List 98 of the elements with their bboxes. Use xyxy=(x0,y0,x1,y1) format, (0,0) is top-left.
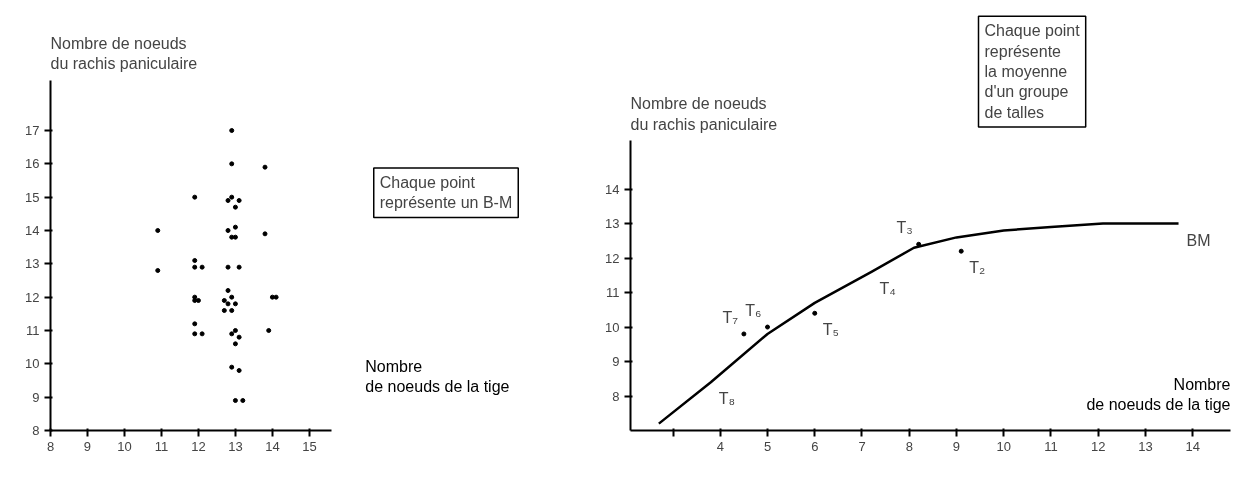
point xyxy=(225,228,231,233)
annotation: T₃ xyxy=(896,219,913,237)
point xyxy=(266,328,272,333)
point xyxy=(229,308,235,313)
point xyxy=(192,258,198,263)
point xyxy=(916,241,922,247)
x-tick-label: 7 xyxy=(858,438,866,454)
point xyxy=(192,264,198,270)
x-tick-label: 14 xyxy=(265,438,280,454)
x-tick-label: 14 xyxy=(1185,438,1200,454)
point xyxy=(225,301,231,307)
annotation: T₇ xyxy=(722,308,738,326)
point xyxy=(269,294,275,300)
annotation: T₆ xyxy=(745,302,762,320)
point xyxy=(741,331,747,337)
y-tick-label: 14 xyxy=(25,223,40,238)
point xyxy=(958,248,964,254)
text: Chaque point représente la moyenne d'un groupe de talles xyxy=(984,22,1081,121)
annotation: T₅ xyxy=(822,321,839,339)
point xyxy=(199,331,205,337)
point xyxy=(221,308,227,313)
point xyxy=(262,231,268,237)
x-tick-label: 4 xyxy=(716,438,724,454)
y-axis-title: Nombre de noeuds du rachis paniculaire xyxy=(630,95,778,133)
point xyxy=(236,198,242,203)
point xyxy=(199,264,205,270)
point xyxy=(232,234,238,240)
annotation: T₄ xyxy=(879,279,896,297)
point xyxy=(225,288,231,293)
x-tick-label: 13 xyxy=(228,438,243,454)
point xyxy=(155,268,161,273)
y-tick-label: 12 xyxy=(605,250,620,266)
point xyxy=(192,331,198,337)
x-axis-title: Nombre de noeuds de la tige xyxy=(1086,375,1231,414)
point xyxy=(229,331,235,337)
point xyxy=(221,298,227,303)
x-tick-label: 9 xyxy=(952,438,961,454)
y-axis-title: Nombre de noeuds du rachis paniculaire xyxy=(50,35,198,73)
x-tick-label: 13 xyxy=(1138,438,1153,454)
point xyxy=(765,324,771,330)
x-tick-label: 9 xyxy=(83,438,92,454)
y-tick-label: 11 xyxy=(26,323,40,338)
point xyxy=(192,194,198,200)
point xyxy=(229,294,235,300)
point xyxy=(240,398,246,403)
x-tick-label: 11 xyxy=(1044,438,1058,454)
x-tick-label: 12 xyxy=(1090,438,1106,454)
point xyxy=(192,321,198,327)
x-tick-label: 6 xyxy=(811,438,819,454)
point xyxy=(232,341,238,347)
point xyxy=(232,204,238,210)
y-tick-label: 10 xyxy=(605,319,620,335)
point xyxy=(232,328,238,333)
y-tick-label: 8 xyxy=(32,423,40,438)
y-tick-label: 14 xyxy=(605,181,620,197)
point xyxy=(229,364,235,370)
point xyxy=(155,228,161,233)
point xyxy=(229,128,235,133)
y-tick-label: 17 xyxy=(25,123,40,138)
x-tick-label: 10 xyxy=(117,438,132,454)
y-tick-label: 13 xyxy=(25,256,40,272)
annotation: BM xyxy=(1186,231,1211,249)
x-tick-label: 12 xyxy=(191,438,206,454)
annotation: T₂ xyxy=(969,259,986,277)
x-axis-title: Nombre de noeuds de la tige xyxy=(365,358,510,396)
point xyxy=(229,161,235,167)
point xyxy=(273,294,279,300)
x-tick-label: 5 xyxy=(763,438,772,454)
point xyxy=(236,264,242,270)
x-tick-label: 10 xyxy=(996,438,1011,454)
point xyxy=(236,334,242,340)
y-tick-label: 8 xyxy=(612,388,620,404)
point xyxy=(229,234,235,240)
x-tick-label: 8 xyxy=(905,438,913,454)
y-tick-label: 9 xyxy=(612,354,620,370)
point xyxy=(225,198,231,203)
point xyxy=(236,368,242,373)
x-tick-label: 11 xyxy=(154,438,169,454)
point xyxy=(192,298,198,303)
point xyxy=(232,224,238,230)
y-tick-label: 10 xyxy=(25,356,40,372)
x-tick-label: 8 xyxy=(46,438,55,454)
point xyxy=(262,164,268,170)
y-tick-label: 11 xyxy=(606,285,620,301)
y-tick-label: 13 xyxy=(605,216,620,232)
point xyxy=(232,301,238,307)
point xyxy=(225,264,231,270)
point xyxy=(812,310,818,316)
annotation: T₈ xyxy=(718,390,736,408)
point xyxy=(195,298,201,303)
x-tick-label: 15 xyxy=(302,438,317,454)
point xyxy=(232,398,238,403)
y-tick-label: 9 xyxy=(32,389,40,405)
y-tick-label: 16 xyxy=(25,156,40,172)
y-tick-label: 12 xyxy=(25,289,40,305)
text: Chaque point représente un B-M xyxy=(379,174,513,212)
y-tick-label: 15 xyxy=(25,189,40,205)
point xyxy=(229,194,235,200)
